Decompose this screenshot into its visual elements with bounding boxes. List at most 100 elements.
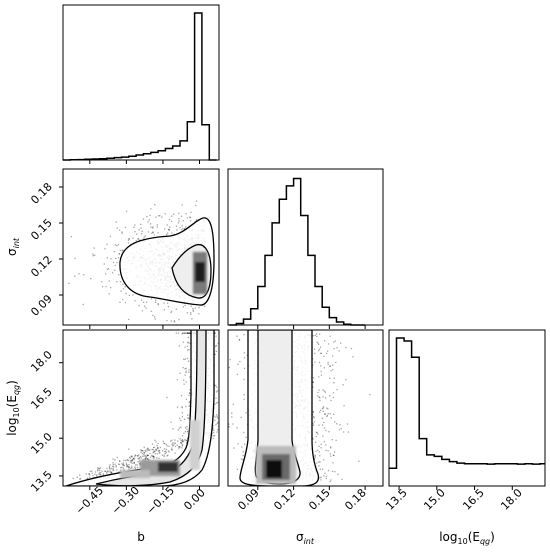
scatter-point — [215, 345, 217, 347]
scatter-point — [140, 457, 142, 459]
scatter-point — [183, 379, 185, 381]
scatter-point — [155, 216, 157, 218]
scatter-point — [88, 473, 90, 475]
scatter-point — [178, 345, 180, 347]
scatter-point — [212, 428, 214, 431]
scatter-point — [321, 417, 324, 419]
scatter-point — [113, 326, 114, 327]
ylabel-sigma-int: σint — [5, 237, 21, 256]
scatter-point — [194, 221, 196, 223]
scatter-point — [106, 243, 108, 245]
scatter-point — [319, 352, 322, 355]
scatter-point — [127, 242, 130, 244]
scatter-point — [318, 348, 321, 350]
scatter-point — [104, 470, 107, 472]
scatter-point — [122, 283, 124, 285]
scatter-point — [350, 347, 353, 350]
scatter-point — [320, 443, 322, 445]
scatter-point — [189, 376, 191, 378]
scatter-point — [181, 447, 183, 449]
scatter-point — [117, 244, 120, 246]
scatter-point — [143, 238, 145, 240]
scatter-point — [184, 427, 187, 429]
scatter-point — [120, 466, 122, 469]
scatter-point — [178, 447, 180, 449]
scatter-point — [130, 455, 132, 458]
scatter-point — [182, 332, 184, 334]
scatter-point — [215, 402, 218, 404]
scatter-point — [105, 285, 107, 288]
scatter-point — [98, 468, 101, 470]
scatter-point — [127, 465, 129, 467]
scatter-point — [134, 300, 136, 302]
scatter-point — [154, 326, 155, 327]
scatter-point — [119, 301, 121, 303]
ylabel-sigma-main: σ — [5, 248, 19, 256]
scatter-point — [221, 363, 222, 364]
scatter-point — [212, 435, 214, 437]
scatter-point — [325, 429, 327, 432]
scatter-point — [333, 454, 335, 456]
scatter-point — [322, 406, 325, 408]
scatter-point — [79, 478, 82, 480]
scatter-point — [192, 310, 194, 312]
scatter-point — [189, 332, 191, 334]
scatter-point — [144, 458, 146, 460]
scatter-point — [215, 424, 217, 426]
scatter-point — [131, 467, 133, 469]
scatter-point — [119, 460, 121, 462]
tick-label: 15.0 — [28, 430, 55, 457]
scatter-point — [198, 306, 200, 309]
scatter-point — [178, 318, 180, 321]
scatter-point — [168, 451, 170, 453]
scatter-point — [126, 466, 128, 468]
scatter-point — [183, 432, 185, 434]
scatter-point — [231, 416, 233, 418]
scatter-point — [333, 382, 335, 384]
scatter-point — [149, 452, 151, 455]
tick-label: 0.12 — [28, 253, 55, 280]
scatter-point — [326, 352, 328, 355]
scatter-point — [176, 324, 178, 325]
scatter-point — [104, 470, 106, 472]
scatter-point — [110, 467, 113, 470]
scatter-point — [320, 346, 322, 348]
scatter-point — [98, 472, 100, 474]
scatter-point — [151, 443, 154, 445]
scatter-point — [330, 479, 332, 481]
scatter-point — [136, 233, 138, 235]
scatter-point — [195, 200, 198, 202]
panel-hist-b — [62, 4, 220, 161]
scatter-point — [100, 472, 102, 474]
scatter-point — [226, 355, 227, 356]
scatter-point — [180, 419, 182, 421]
scatter-point — [164, 228, 166, 230]
scatter-point — [130, 467, 132, 469]
scatter-point — [163, 448, 166, 450]
scatter-point — [318, 461, 320, 463]
scatter-point — [329, 480, 331, 483]
scatter-point — [170, 310, 173, 312]
xlabel-b: b — [137, 530, 145, 544]
scatter-point — [327, 450, 329, 452]
scatter-point — [327, 469, 330, 472]
scatter-point — [181, 445, 183, 447]
scatter-point — [175, 225, 178, 227]
scatter-point — [186, 431, 188, 433]
scatter-point — [218, 403, 219, 405]
scatter-point — [188, 394, 190, 396]
histogram-b — [63, 12, 217, 161]
scatter-point — [141, 450, 144, 452]
scatter-point — [163, 309, 166, 311]
scatter-point — [134, 456, 136, 458]
scatter-point — [119, 460, 121, 462]
scatter-point — [180, 441, 182, 444]
scatter-point — [124, 286, 126, 288]
scatter-point — [170, 320, 172, 322]
scatter-point — [89, 474, 91, 476]
scatter-point — [221, 433, 222, 434]
scatter-point — [190, 211, 192, 213]
scatter-point — [127, 459, 129, 461]
scatter-point — [317, 449, 319, 451]
scatter-point — [157, 450, 159, 452]
